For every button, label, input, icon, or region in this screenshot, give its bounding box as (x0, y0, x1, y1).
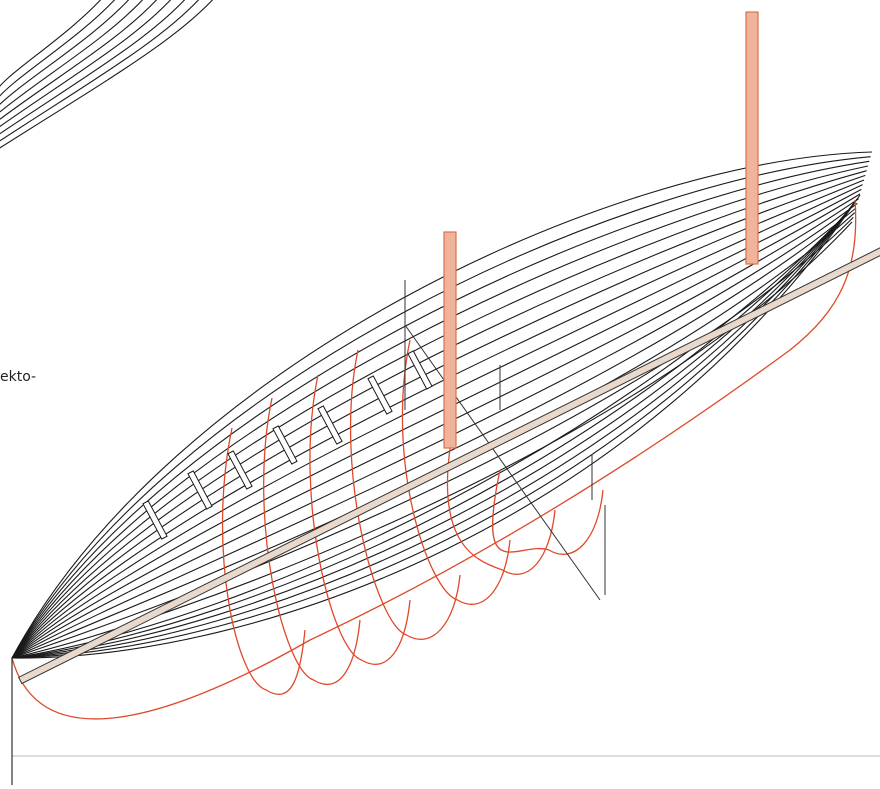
thwart-bench (272, 425, 298, 465)
mast-aft (745, 11, 759, 265)
thwart-bench (187, 470, 213, 510)
frame-rib (263, 397, 361, 685)
hull-frames (11, 199, 857, 720)
plank-line (11, 184, 863, 659)
thwart-bench (407, 350, 433, 390)
vertical-guides (404, 280, 606, 601)
plank-line (11, 216, 854, 659)
plank-line (11, 188, 862, 659)
mast-forward (443, 231, 457, 449)
corner-plank-line (0, 0, 172, 128)
corner-plank-line (0, 0, 214, 149)
corner-plank-line (0, 0, 102, 87)
corner-plank-line (0, 0, 144, 113)
corner-plank-line (0, 0, 116, 97)
frame-rib (309, 374, 411, 665)
cut-off-text: ekto- (0, 369, 37, 385)
plank-line (11, 202, 858, 659)
plank-line (11, 170, 867, 659)
corner-plank-line (0, 0, 158, 120)
hull-planking-lines (11, 151, 873, 659)
plank-line (11, 156, 871, 659)
plank-line (11, 212, 856, 659)
plank-line (11, 151, 873, 659)
thwarts (142, 350, 433, 540)
plank-line (11, 221, 853, 659)
thwart-bench (367, 375, 393, 415)
corner-plank-line (0, 0, 186, 135)
keel-beam (17, 228, 880, 685)
frame-rib (491, 469, 604, 555)
keel-outline (11, 199, 857, 720)
thwart-bench (227, 450, 253, 490)
partial-hull-lines-top-left (0, 0, 214, 149)
thwart-bench (142, 500, 168, 540)
plank-line (11, 193, 861, 659)
thwart-bench (317, 405, 343, 445)
underside-plank-line (11, 214, 846, 659)
plank-line (11, 174, 866, 659)
plank-line (11, 198, 859, 659)
underside-plank-line (11, 198, 858, 659)
frame-rib (349, 349, 461, 640)
frame-rib (221, 427, 306, 695)
frame-rib (446, 419, 556, 575)
corner-plank-line (0, 0, 130, 105)
underside-plank-line (11, 202, 855, 659)
underside-plank-line (11, 210, 849, 659)
corner-plank-line (0, 0, 200, 142)
underside-plank-line (11, 206, 852, 659)
guide-line (404, 324, 601, 601)
underside-plank-line (11, 194, 861, 659)
frame-rib (401, 339, 511, 605)
plank-line (11, 207, 857, 659)
